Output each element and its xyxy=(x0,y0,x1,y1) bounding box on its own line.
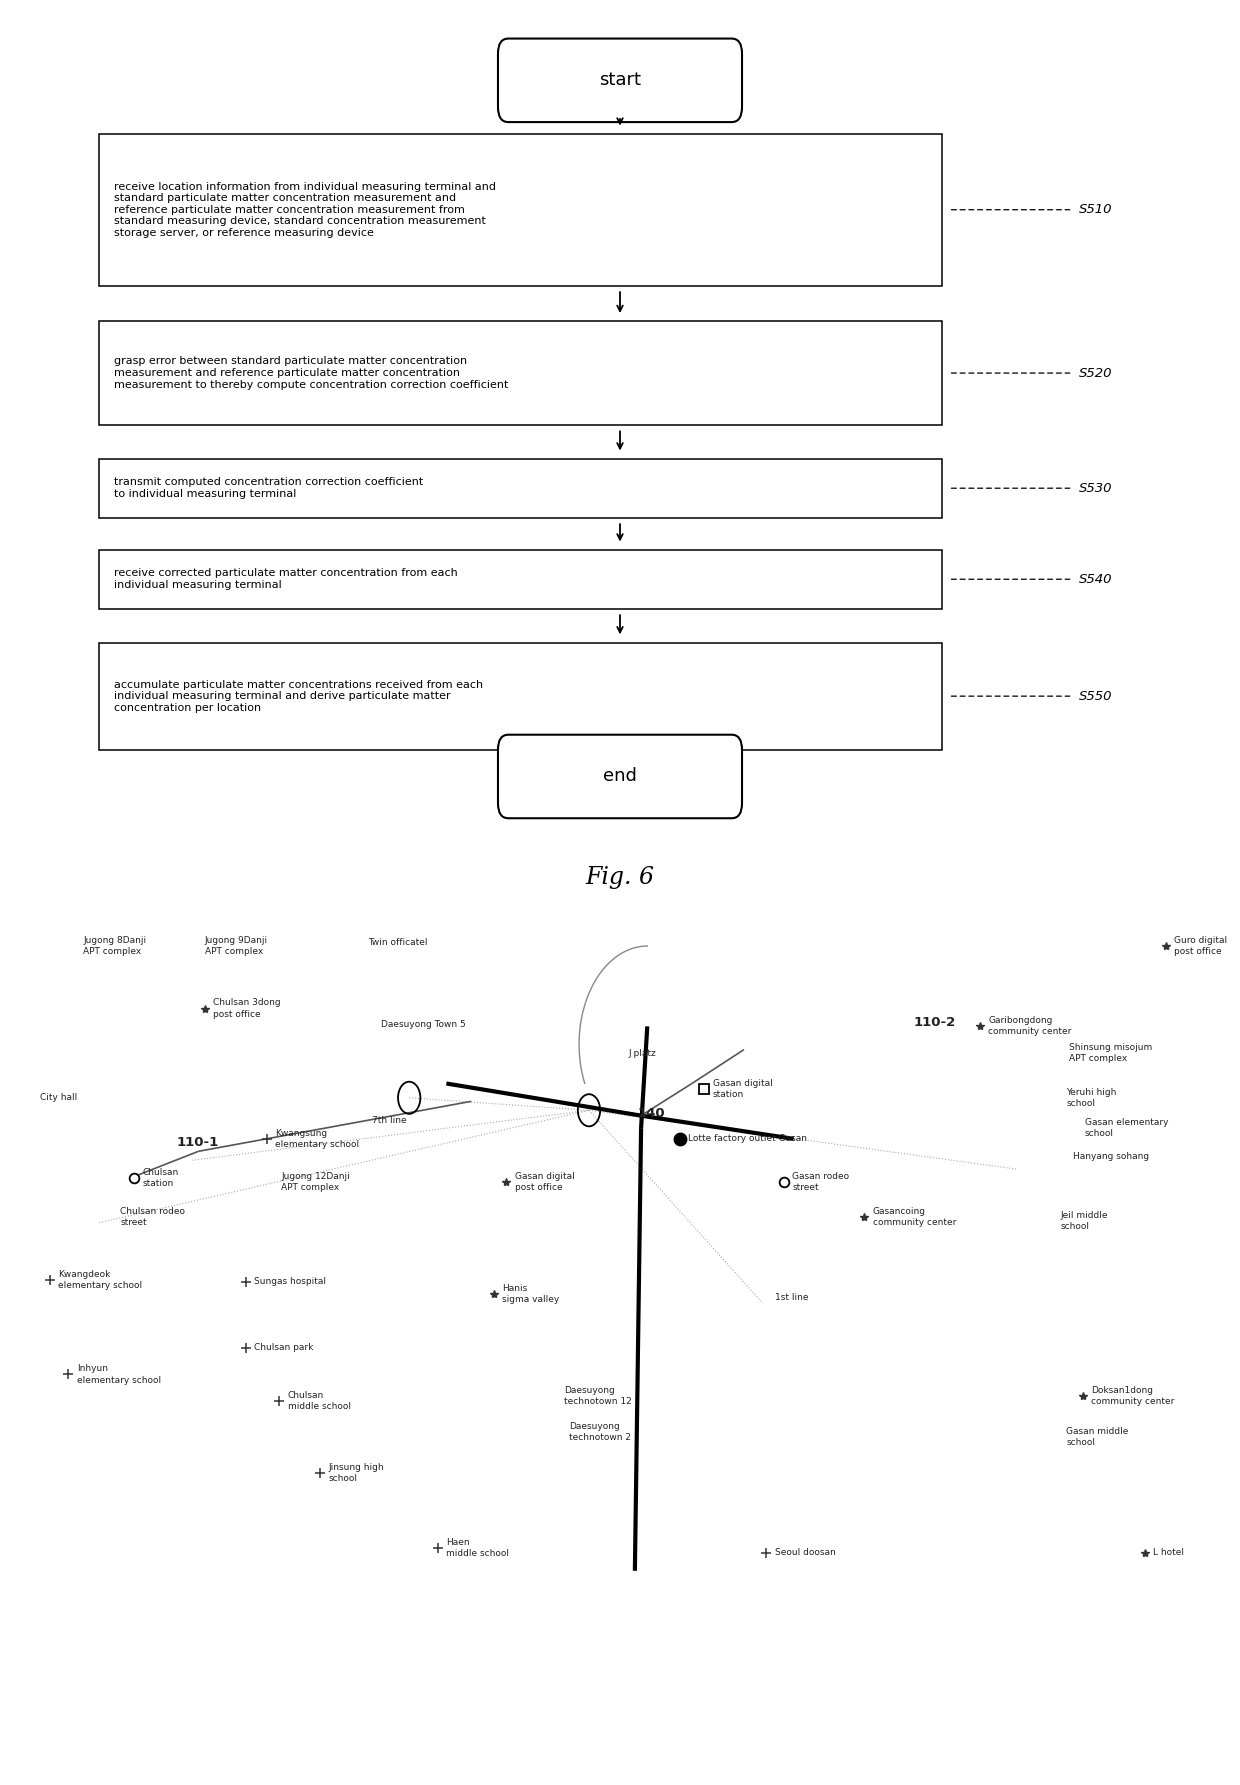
Text: grasp error between standard particulate matter concentration
measurement and re: grasp error between standard particulate… xyxy=(114,357,508,389)
Text: Daesuyong
technotown 12: Daesuyong technotown 12 xyxy=(564,1385,632,1407)
Text: Fig. 5: Fig. 5 xyxy=(585,45,655,68)
Text: Hanyang sohang: Hanyang sohang xyxy=(1073,1151,1148,1162)
Text: S540: S540 xyxy=(1079,573,1112,585)
Text: Yeruhi high
school: Yeruhi high school xyxy=(1066,1087,1117,1108)
Text: Twin officatel: Twin officatel xyxy=(368,937,428,948)
Text: Haen
middle school: Haen middle school xyxy=(446,1537,510,1558)
Text: Gasan elementary
school: Gasan elementary school xyxy=(1085,1117,1168,1139)
Text: Daesuyong Town 5: Daesuyong Town 5 xyxy=(381,1019,465,1030)
Text: S510: S510 xyxy=(1079,203,1112,216)
FancyBboxPatch shape xyxy=(498,39,742,121)
Text: S520: S520 xyxy=(1079,366,1112,380)
Text: receive corrected particulate matter concentration from each
individual measurin: receive corrected particulate matter con… xyxy=(114,568,458,591)
FancyBboxPatch shape xyxy=(99,550,942,609)
Text: Seoul doosan: Seoul doosan xyxy=(775,1548,836,1558)
Text: Gasancoing
community center: Gasancoing community center xyxy=(873,1207,956,1228)
Text: Kwangsung
elementary school: Kwangsung elementary school xyxy=(275,1128,360,1150)
Text: City hall: City hall xyxy=(40,1092,77,1103)
Text: Chulsan rodeo
street: Chulsan rodeo street xyxy=(120,1207,185,1228)
Text: Lotte factory outlet Gasan: Lotte factory outlet Gasan xyxy=(688,1133,807,1144)
Text: 110-1: 110-1 xyxy=(176,1135,218,1150)
Text: Sungas hospital: Sungas hospital xyxy=(254,1276,326,1287)
Text: Doksan1dong
community center: Doksan1dong community center xyxy=(1091,1385,1174,1407)
Text: 110-2: 110-2 xyxy=(914,1016,956,1030)
Text: Chulsan 3dong
post office: Chulsan 3dong post office xyxy=(213,998,281,1019)
Text: Jugong 9Danji
APT complex: Jugong 9Danji APT complex xyxy=(205,935,268,957)
Text: end: end xyxy=(603,768,637,785)
FancyBboxPatch shape xyxy=(498,735,742,818)
Text: L hotel: L hotel xyxy=(1153,1548,1184,1558)
Text: Jinsung high
school: Jinsung high school xyxy=(329,1462,384,1483)
Text: Daesuyong
technotown 2: Daesuyong technotown 2 xyxy=(569,1421,631,1442)
Text: Kwangdeok
elementary school: Kwangdeok elementary school xyxy=(58,1269,143,1291)
Text: Inhyun
elementary school: Inhyun elementary school xyxy=(77,1364,161,1385)
Text: S530: S530 xyxy=(1079,482,1112,494)
Text: Garibongdong
community center: Garibongdong community center xyxy=(988,1016,1071,1037)
Text: accumulate particulate matter concentrations received from each
individual measu: accumulate particulate matter concentrat… xyxy=(114,680,484,712)
Text: Guro digital
post office: Guro digital post office xyxy=(1174,935,1228,957)
Text: 7th line: 7th line xyxy=(372,1116,407,1126)
Text: Chulsan
middle school: Chulsan middle school xyxy=(288,1391,351,1412)
Text: J platz: J platz xyxy=(629,1048,656,1059)
Text: Gasan middle
school: Gasan middle school xyxy=(1066,1426,1128,1448)
FancyBboxPatch shape xyxy=(99,459,942,518)
Text: Chulsan
station: Chulsan station xyxy=(143,1167,179,1189)
Text: Gasan digital
station: Gasan digital station xyxy=(713,1078,773,1100)
Text: Fig. 6: Fig. 6 xyxy=(585,866,655,889)
Text: start: start xyxy=(599,71,641,89)
Text: Gasan rodeo
street: Gasan rodeo street xyxy=(792,1171,849,1192)
Text: receive location information from individual measuring terminal and
standard par: receive location information from indivi… xyxy=(114,182,496,237)
Text: 140: 140 xyxy=(637,1107,665,1121)
Text: Jugong 12Danji
APT complex: Jugong 12Danji APT complex xyxy=(281,1171,350,1192)
Text: Gasan digital
post office: Gasan digital post office xyxy=(515,1171,574,1192)
Text: transmit computed concentration correction coefficient
to individual measuring t: transmit computed concentration correcti… xyxy=(114,477,423,500)
Text: Jeil middle
school: Jeil middle school xyxy=(1060,1210,1107,1232)
Text: Hanis
sigma valley: Hanis sigma valley xyxy=(502,1283,559,1305)
Text: Chulsan park: Chulsan park xyxy=(254,1342,314,1353)
Text: S550: S550 xyxy=(1079,689,1112,703)
FancyBboxPatch shape xyxy=(99,321,942,425)
Text: Jugong 8Danji
APT complex: Jugong 8Danji APT complex xyxy=(83,935,146,957)
FancyBboxPatch shape xyxy=(99,643,942,750)
FancyBboxPatch shape xyxy=(99,134,942,286)
Text: 1st line: 1st line xyxy=(775,1292,808,1303)
Text: Shinsung misojum
APT complex: Shinsung misojum APT complex xyxy=(1069,1042,1152,1064)
